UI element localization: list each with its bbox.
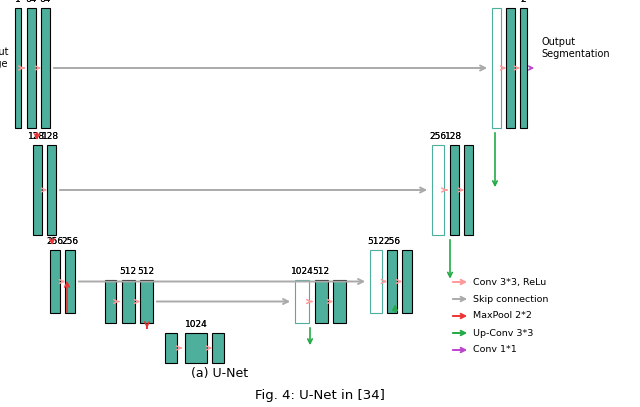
Text: Fig. 4: U-Net in [34]: Fig. 4: U-Net in [34] [255, 389, 385, 401]
Text: 128: 128 [445, 132, 463, 141]
Text: 256: 256 [61, 237, 79, 246]
Text: Input
Image: Input Image [0, 47, 8, 69]
Text: 128: 128 [28, 132, 45, 141]
Text: 64: 64 [26, 0, 36, 4]
Text: MaxPool 2*2: MaxPool 2*2 [473, 311, 532, 320]
Bar [50, 250, 60, 313]
Text: 64: 64 [39, 0, 51, 4]
Bar [506, 8, 515, 128]
Text: 512: 512 [367, 237, 385, 246]
Text: 512: 512 [138, 267, 155, 276]
Text: Conv 1*1: Conv 1*1 [473, 346, 516, 354]
Bar [27, 8, 36, 128]
Text: 256: 256 [47, 237, 63, 246]
Bar [295, 280, 309, 323]
Text: 256: 256 [383, 237, 401, 246]
Bar [33, 145, 42, 235]
Bar [402, 250, 412, 313]
Bar [464, 145, 473, 235]
Text: 256: 256 [429, 132, 447, 141]
Text: 128: 128 [445, 132, 463, 141]
Text: 256: 256 [429, 132, 447, 141]
Text: Skip connection: Skip connection [473, 295, 548, 304]
Text: 128: 128 [42, 132, 60, 141]
Text: Conv 3*3, ReLu: Conv 3*3, ReLu [473, 278, 547, 287]
Text: 1024: 1024 [184, 320, 207, 329]
Text: 256: 256 [383, 237, 401, 246]
Bar [65, 250, 75, 313]
Bar [333, 280, 346, 323]
Text: 1024: 1024 [184, 320, 207, 329]
Bar [140, 280, 153, 323]
Text: 512: 512 [138, 267, 155, 276]
Text: 64: 64 [39, 0, 51, 4]
Text: 2: 2 [520, 0, 526, 4]
Text: 1: 1 [15, 0, 21, 4]
Bar [165, 333, 177, 363]
Bar [212, 333, 224, 363]
Bar [370, 250, 382, 313]
Bar [492, 8, 501, 128]
Bar [450, 145, 459, 235]
Bar [105, 280, 116, 323]
Bar [41, 8, 50, 128]
Text: 256: 256 [47, 237, 63, 246]
Text: 128: 128 [42, 132, 60, 141]
Text: 1024: 1024 [291, 267, 314, 276]
Text: 512: 512 [312, 267, 330, 276]
Bar [387, 250, 397, 313]
Text: 512: 512 [312, 267, 330, 276]
Bar [122, 280, 135, 323]
Text: Up-Conv 3*3: Up-Conv 3*3 [473, 328, 533, 337]
Text: 2: 2 [520, 0, 526, 4]
Bar [432, 145, 444, 235]
Bar [185, 333, 207, 363]
Bar [47, 145, 56, 235]
Text: 512: 512 [120, 267, 136, 276]
Text: 512: 512 [120, 267, 136, 276]
Text: 64: 64 [26, 0, 36, 4]
Bar [520, 8, 527, 128]
Text: Output
Segmentation: Output Segmentation [541, 37, 610, 59]
Text: 1: 1 [15, 0, 21, 4]
Bar [315, 280, 328, 323]
Text: 256: 256 [61, 237, 79, 246]
Bar [15, 8, 21, 128]
Text: 128: 128 [28, 132, 45, 141]
Text: 1024: 1024 [291, 267, 314, 276]
Text: (a) U-Net: (a) U-Net [191, 368, 248, 381]
Text: 512: 512 [367, 237, 385, 246]
